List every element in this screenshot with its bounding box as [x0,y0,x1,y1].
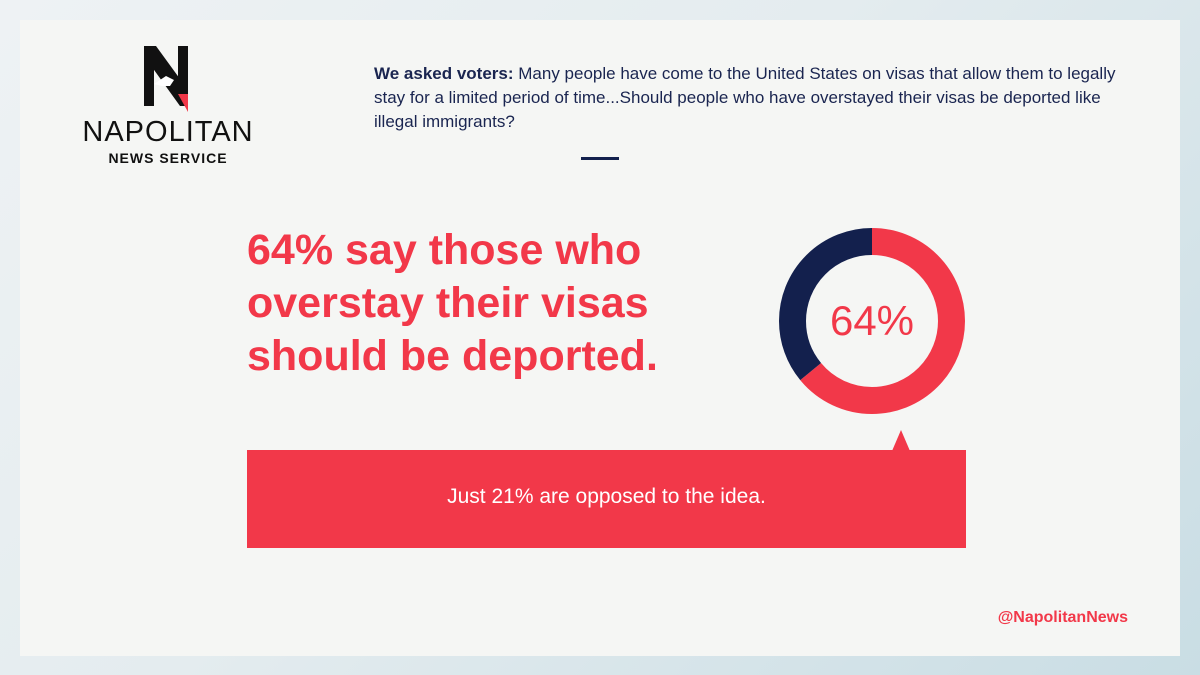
question-lead: We asked voters: [374,64,514,83]
social-handle[interactable]: @NapolitanNews [997,609,1128,626]
donut-segment-other [779,228,965,414]
donut-segments [779,228,965,414]
question-text: Many people have come to the United Stat… [374,64,1116,131]
brand-name: NAPOLITAN [82,116,254,148]
callout: Just 21% are opposed to the idea. [247,430,966,548]
callout-text: Just 21% are opposed to the idea. [447,485,766,508]
donut-center-label: 64% [830,297,914,344]
survey-question: We asked voters: Many people have come t… [374,62,1134,134]
infographic-card: NAPOLITAN NEWS SERVICE We asked voters: … [20,20,1180,656]
divider [581,157,619,160]
napolitan-n-logo-icon [144,46,188,112]
callout-pointer [892,430,910,451]
brand-logo: NAPOLITAN NEWS SERVICE [68,46,268,165]
donut-chart: 64% [779,228,965,414]
headline: 64% say those who overstay their visas s… [247,226,658,380]
callout-box: Just 21% are opposed to the idea. [247,450,966,548]
brand-subtitle: NEWS SERVICE [108,150,228,166]
